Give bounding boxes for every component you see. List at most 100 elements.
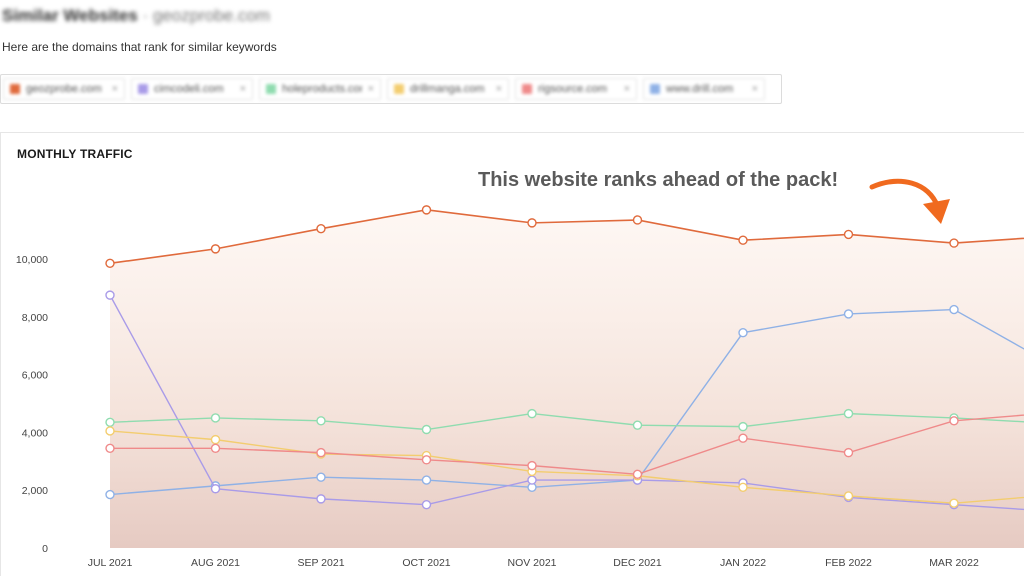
data-point <box>949 498 959 508</box>
data-point <box>421 424 432 435</box>
chart-title: MONTHLY TRAFFIC <box>17 147 133 161</box>
data-point <box>632 420 643 430</box>
data-point <box>105 443 115 453</box>
series-line <box>109 430 1024 504</box>
data-point <box>105 417 115 427</box>
data-point <box>105 258 115 269</box>
data-point <box>421 499 432 510</box>
page-title-text: Similar Websites <box>2 6 138 25</box>
data-point <box>210 484 221 494</box>
y-tick-label: 0 <box>42 543 48 555</box>
chip-label: holeproducts.com <box>282 83 362 95</box>
y-tick-label: 4,000 <box>22 427 48 439</box>
close-icon[interactable]: × <box>239 83 246 95</box>
series-line <box>110 414 1024 476</box>
y-tick-label: 2,000 <box>22 485 48 497</box>
chip-label: drillmanga.com <box>410 83 485 95</box>
data-point <box>316 472 326 482</box>
data-point <box>210 244 221 254</box>
x-tick-label: JAN 2022 <box>720 557 766 569</box>
close-icon[interactable]: × <box>751 83 758 95</box>
data-point <box>105 426 115 436</box>
chip-label: rigsource.com <box>538 83 608 95</box>
data-point <box>316 416 326 426</box>
chip-label: cimcodeli.com <box>154 83 224 95</box>
close-icon[interactable]: × <box>367 83 374 95</box>
series-line <box>109 412 1024 431</box>
data-point <box>843 309 854 319</box>
chip-color-swatch <box>10 84 20 94</box>
close-icon[interactable]: × <box>111 83 118 95</box>
data-point <box>527 408 537 419</box>
data-point <box>738 235 748 245</box>
domain-chip[interactable]: geozprobe.com × <box>3 78 125 100</box>
domain-chip[interactable]: drillmanga.com × <box>387 78 509 100</box>
page-title-domain: geozprobe.com <box>152 6 271 25</box>
series-line <box>109 209 1024 265</box>
y-tick-label: 8,000 <box>22 312 48 324</box>
x-tick-label: FEB 2022 <box>825 557 872 569</box>
y-tick-label: 6,000 <box>22 370 48 382</box>
data-point <box>105 489 115 500</box>
data-point <box>738 482 748 493</box>
x-tick-label: OCT 2021 <box>402 557 450 569</box>
data-point <box>421 475 432 485</box>
data-point <box>738 327 748 338</box>
series-line <box>109 294 1024 511</box>
data-point <box>632 469 643 480</box>
domain-chip[interactable]: www.drill.com × <box>643 78 765 100</box>
data-point <box>949 304 959 315</box>
chip-color-swatch <box>650 84 660 94</box>
series-line <box>109 308 1024 496</box>
data-point <box>210 434 221 445</box>
data-point <box>738 433 748 443</box>
x-tick-label: SEP 2021 <box>297 557 344 569</box>
page-title-separator: · <box>142 6 149 25</box>
data-point <box>843 408 854 419</box>
data-point <box>421 205 432 215</box>
data-point <box>316 494 326 504</box>
close-icon[interactable]: × <box>495 83 502 95</box>
data-point <box>316 447 326 458</box>
data-point <box>527 475 537 485</box>
data-point <box>843 447 854 458</box>
chip-label: geozprobe.com <box>26 83 102 95</box>
domain-chip[interactable]: rigsource.com × <box>515 78 637 100</box>
data-point <box>527 218 537 228</box>
chip-color-swatch <box>138 84 148 94</box>
chart-callout: This website ranks ahead of the pack! <box>478 169 839 191</box>
arrow-head-icon <box>923 199 950 224</box>
data-point <box>632 215 643 225</box>
chip-label: www.drill.com <box>666 83 734 95</box>
x-tick-label: AUG 2021 <box>191 557 240 569</box>
page-title: Similar Websites · geozprobe.com <box>2 6 270 26</box>
page-subtitle: Here are the domains that rank for simil… <box>2 40 277 54</box>
data-point <box>105 290 115 300</box>
data-point <box>316 223 326 234</box>
y-tick-label: 10,000 <box>16 254 48 266</box>
chip-color-swatch <box>266 84 276 94</box>
x-tick-label: MAR 2022 <box>929 557 979 569</box>
data-point <box>210 443 221 453</box>
data-point <box>843 229 854 240</box>
x-tick-label: NOV 2021 <box>507 557 556 569</box>
data-point <box>421 455 432 465</box>
arrow-icon <box>869 178 941 210</box>
traffic-chart-card <box>0 132 1024 576</box>
domain-filter-bar: geozprobe.com × cimcodeli.com × holeprod… <box>0 74 782 104</box>
data-point <box>949 238 959 248</box>
data-point <box>527 460 537 471</box>
data-point <box>210 413 221 423</box>
series-area-fill <box>110 209 1024 548</box>
chip-color-swatch <box>522 84 532 94</box>
x-tick-label: JUL 2021 <box>88 557 133 569</box>
close-icon[interactable]: × <box>623 83 630 95</box>
data-point <box>843 491 854 501</box>
chip-color-swatch <box>394 84 404 94</box>
domain-chip[interactable]: holeproducts.com × <box>259 78 381 100</box>
x-tick-label: DEC 2021 <box>613 557 662 569</box>
data-point <box>949 416 959 426</box>
domain-chip[interactable]: cimcodeli.com × <box>131 78 253 100</box>
data-point <box>738 421 748 432</box>
